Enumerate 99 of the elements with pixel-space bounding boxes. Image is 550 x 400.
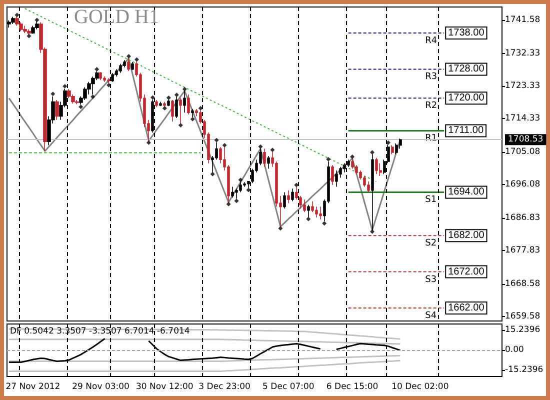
candlestick — [391, 144, 394, 155]
data-label: 1672.00 — [448, 266, 485, 278]
data-label: 1711.00 — [448, 125, 484, 136]
x-tick-label: 3 Dec 23:00 — [198, 382, 250, 392]
data-label: 1662.00 — [448, 302, 485, 314]
x-tick-label: 30 Nov 12:00 — [136, 382, 194, 392]
candlestick — [119, 63, 122, 74]
data-label: 1682.00 — [448, 230, 485, 242]
point — [162, 106, 167, 111]
y-tick-label: 1686.83 — [505, 213, 540, 224]
point — [326, 157, 331, 162]
candlestick — [263, 148, 266, 168]
candlestick — [171, 100, 174, 122]
point — [26, 34, 32, 38]
y-tick-label: 1741.58 — [505, 15, 540, 26]
line-series — [8, 328, 401, 340]
point — [166, 96, 171, 100]
point — [182, 86, 187, 92]
point — [146, 140, 151, 145]
y-tick-label: 1723.33 — [505, 81, 540, 92]
candlestick — [303, 199, 306, 213]
candlestick — [291, 188, 294, 202]
point — [174, 92, 179, 98]
candlestick — [395, 142, 398, 155]
candlestick — [11, 16, 15, 24]
point — [190, 116, 195, 122]
point — [234, 198, 239, 204]
point — [258, 144, 263, 149]
candlestick — [31, 25, 35, 34]
y-tick-label: -15.2396 — [505, 365, 544, 376]
series-label: R3 — [425, 72, 438, 82]
x-tick-label: 27 Nov 2012 — [6, 382, 60, 392]
point — [270, 148, 275, 152]
line-series — [8, 360, 401, 372]
series-label: S2 — [425, 238, 437, 249]
point — [90, 94, 96, 99]
point — [62, 84, 68, 88]
series-label: R4 — [425, 36, 438, 46]
point — [214, 138, 219, 142]
line-series — [24, 8, 377, 182]
candlestick — [55, 100, 59, 120]
series-label: S4 — [425, 310, 437, 321]
x-tick-label: 6 Dec 15:00 — [326, 382, 378, 392]
point — [350, 154, 355, 160]
point — [306, 216, 311, 222]
candlestick — [99, 72, 102, 80]
point — [210, 172, 215, 176]
y-tick-label: 0.00 — [505, 345, 524, 356]
point — [178, 123, 183, 128]
candlestick — [187, 94, 190, 115]
point — [78, 104, 84, 110]
data-label: 1738.00 — [448, 28, 485, 39]
y-tick-label: 1705.08 — [505, 147, 540, 158]
chart-title: DF 0.5042 3.3507 -3.3507 6.7014 -6.7014 — [10, 326, 190, 336]
x-tick-label: 29 Nov 03:00 — [72, 382, 130, 392]
series-label: S3 — [425, 274, 437, 285]
point — [50, 92, 56, 96]
series-label: R2 — [425, 101, 438, 112]
data-label: 1728.00 — [448, 64, 485, 75]
candlestick — [103, 76, 106, 82]
point — [322, 221, 327, 226]
data-label: 1694.00 — [448, 186, 485, 198]
point — [94, 66, 100, 72]
y-tick-label: 15.2396 — [505, 325, 540, 336]
candlestick — [23, 25, 27, 34]
candlestick — [155, 100, 158, 108]
x-tick-label: 5 Dec 07:00 — [262, 382, 314, 392]
point — [134, 57, 139, 62]
candlestick — [283, 192, 286, 209]
ref-line-label: 1708.53 — [508, 134, 544, 145]
point — [34, 18, 40, 22]
point — [278, 226, 283, 231]
candlestick — [331, 164, 334, 186]
point — [238, 178, 243, 182]
y-tick-label: 1677.83 — [505, 246, 540, 256]
y-tick-label: 1659.58 — [505, 312, 540, 322]
point — [370, 229, 375, 234]
point — [226, 202, 231, 206]
data-label: 1720.00 — [448, 92, 485, 104]
candlestick — [287, 190, 290, 204]
candlestick — [159, 101, 162, 107]
candlestick — [335, 170, 338, 188]
y-tick-label: 1696.08 — [505, 180, 540, 190]
point — [370, 150, 375, 155]
point — [150, 95, 155, 100]
candlestick — [319, 206, 322, 220]
y-tick-label: 1668.58 — [505, 279, 540, 290]
candlestick — [131, 62, 134, 70]
y-tick-label: 1714.33 — [505, 114, 540, 124]
candlestick — [375, 157, 378, 175]
series-label: S1 — [425, 195, 437, 206]
point — [14, 12, 20, 18]
y-tick-label: 1732.33 — [505, 48, 540, 59]
x-tick-label: 10 Dec 02:00 — [392, 382, 449, 392]
candlestick — [267, 156, 270, 170]
candlestick — [231, 186, 234, 198]
point — [126, 54, 132, 58]
chart-title: GOLD H1 — [74, 6, 159, 28]
point — [222, 142, 227, 148]
